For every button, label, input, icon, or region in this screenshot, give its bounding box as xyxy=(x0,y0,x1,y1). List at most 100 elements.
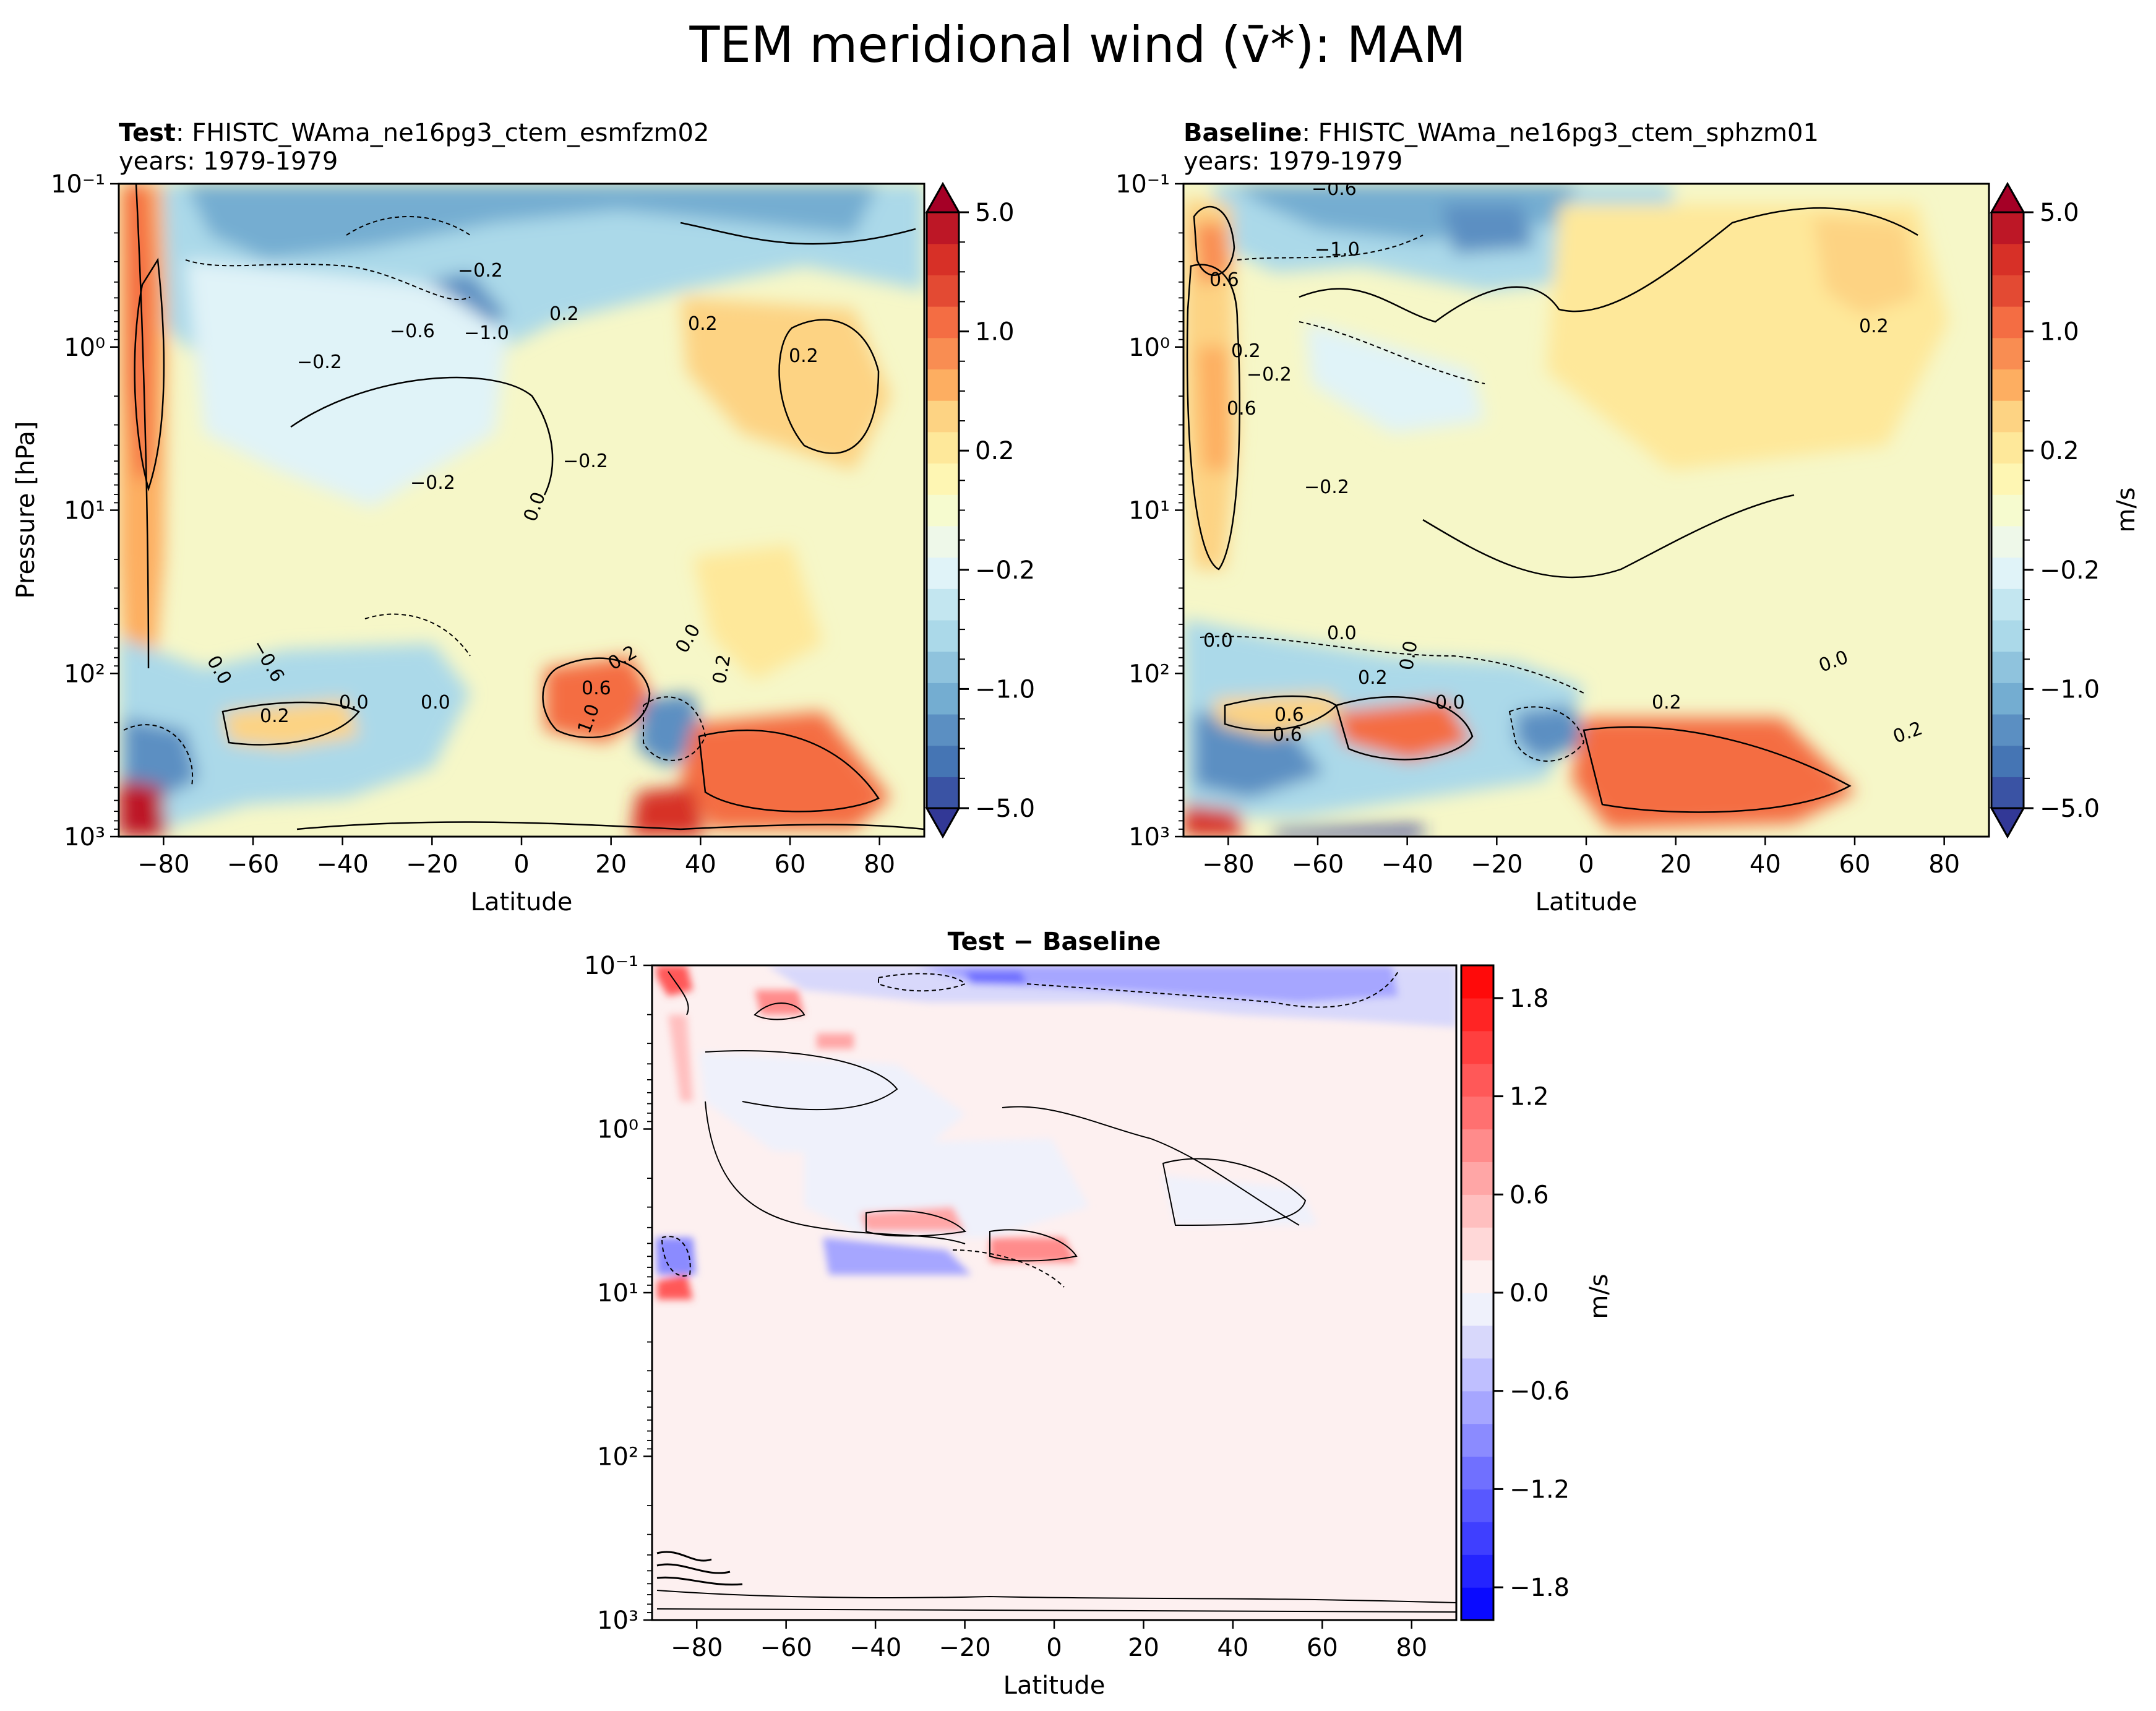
baseline-contour-label: 0.6 xyxy=(1209,269,1239,291)
diff-contour-line xyxy=(754,1002,805,1020)
test-region-sh-core xyxy=(124,184,155,483)
test-colorbar-segment xyxy=(927,651,959,683)
baseline-colorbar-tick-label: 0.2 xyxy=(2040,437,2079,465)
difference-x-tick-label: 0 xyxy=(1046,1634,1062,1662)
test-colorbar-segment xyxy=(927,275,959,307)
diff-contour-line xyxy=(656,1563,731,1574)
baseline-colorbar-segment xyxy=(1991,431,2024,464)
test-contour-label: −0.2 xyxy=(410,472,455,494)
test-region-nh-surface-red xyxy=(631,786,705,837)
test-colorbar-tick-label: −5.0 xyxy=(975,795,1035,823)
test-contour-line xyxy=(135,184,150,669)
baseline-contour-label: 0.6 xyxy=(1274,704,1304,726)
test-colorbar-tick-label: 1.0 xyxy=(975,318,1015,347)
test-contour-line xyxy=(698,729,880,812)
baseline-x-axis-label: Latitude xyxy=(1535,888,1638,916)
baseline-contour-label: −0.6 xyxy=(1312,178,1357,200)
test-contour-line-negative xyxy=(643,696,706,761)
test-contour-label: 0.2 xyxy=(789,345,818,367)
test-x-tick-label: 40 xyxy=(685,850,716,879)
diff-contour-line-negative xyxy=(1026,971,1399,1008)
difference-colorbar-tick-label: −1.8 xyxy=(1510,1574,1570,1602)
test-colorbar-segment xyxy=(927,557,959,589)
test-region-sh-warm-lobe xyxy=(223,699,359,749)
baseline-colorbar-segment xyxy=(1991,337,2024,370)
test-colorbar-tick-label: −1.0 xyxy=(975,675,1035,704)
difference-colorbar-segment xyxy=(1461,1293,1493,1326)
test-contour-line-negative xyxy=(346,216,471,236)
test-region-nh-lower-red xyxy=(681,712,891,829)
baseline-contour-label: 0.6 xyxy=(1273,724,1302,746)
test-contour-line-negative xyxy=(364,613,471,657)
panel-test-title-label: Test xyxy=(119,119,176,147)
difference-colorbar-segment xyxy=(1461,1063,1493,1097)
baseline-colorbar-segment xyxy=(1991,212,2024,244)
diff-region-sh-column-red xyxy=(668,1015,693,1101)
baseline-contour-label: −0.2 xyxy=(1247,364,1292,386)
test-contour-line xyxy=(778,319,880,454)
difference-y-tick-label: 10⁻¹ xyxy=(584,952,638,980)
test-colorbar-segment xyxy=(927,683,959,715)
test-colorbar-segment xyxy=(927,400,959,433)
baseline-contour-line-negative xyxy=(1299,321,1485,384)
test-y-tick-label: 10³ xyxy=(64,823,105,851)
baseline-x-tick-label: −40 xyxy=(1381,850,1433,879)
baseline-x-tick-label: 0 xyxy=(1578,850,1594,879)
difference-x-axis: −80 −60 −40 −20 0 20 40 60 80 xyxy=(671,1620,1427,1662)
difference-colorbar-segment xyxy=(1461,1260,1493,1293)
test-colorbar-segment xyxy=(927,463,959,495)
baseline-colorbar-tick-label: 1.0 xyxy=(2040,318,2079,347)
difference-colorbar-segment xyxy=(1461,1423,1493,1457)
test-colorbar-segment xyxy=(927,777,959,809)
baseline-y-tick-label: 10² xyxy=(1128,660,1170,688)
difference-y-tick-label: 10¹ xyxy=(597,1279,638,1308)
difference-colorbar-segment xyxy=(1461,965,1493,999)
baseline-colorbar-segment xyxy=(1991,463,2024,495)
test-x-tick-label: 60 xyxy=(775,850,806,879)
baseline-contour-line xyxy=(1193,206,1235,276)
diff-contour-dashed xyxy=(661,971,1399,1288)
panel-test-title: Test: FHISTC_WAma_ne16pg3_ctem_esmfzm02 xyxy=(119,119,709,147)
test-contour-line xyxy=(134,257,165,492)
test-y-axis: 10⁻¹ 10⁰ 10¹ 10² 10³ xyxy=(51,170,119,851)
baseline-region-sh-warm-lobe xyxy=(1213,693,1349,736)
test-y-axis-label: Pressure [hPa] xyxy=(12,421,40,599)
baseline-colorbar-tick-label: −0.2 xyxy=(2040,556,2100,585)
baseline-colorbar-tick-label: 5.0 xyxy=(2040,199,2079,227)
test-contour-line xyxy=(296,821,924,830)
baseline-colorbar-tick-label: −5.0 xyxy=(2040,795,2100,823)
baseline-y-tick-label: 10³ xyxy=(1128,823,1170,851)
baseline-contour-label: 0.2 xyxy=(1358,667,1388,689)
difference-x-tick-label: −60 xyxy=(760,1634,812,1662)
diff-contour-line-negative xyxy=(952,1249,1065,1288)
baseline-region-surface-blue xyxy=(1274,826,1423,837)
diff-region-sh-surface-red xyxy=(657,1275,693,1299)
diff-region-mid-blue xyxy=(699,1052,965,1157)
difference-x-tick-label: 40 xyxy=(1217,1634,1248,1662)
test-colorbar-tick-label: 5.0 xyxy=(975,199,1015,227)
panel-difference: Test − Baseline xyxy=(584,928,1613,1700)
test-colorbar-segment xyxy=(927,494,959,527)
baseline-contour-line xyxy=(1583,726,1852,813)
diff-region-lower-red xyxy=(860,1207,965,1231)
diff-contour-line xyxy=(668,971,689,1015)
panel-baseline-title-case: : FHISTC_WAma_ne16pg3_ctem_sphzm01 xyxy=(1302,119,1818,147)
difference-colorbar-tick-label: −0.6 xyxy=(1510,1377,1570,1406)
test-contour-line-negative xyxy=(123,724,194,787)
baseline-contour-label: 0.0 xyxy=(1435,692,1465,713)
test-colorbar-extend-max xyxy=(925,181,961,213)
test-contour-label: −0.2 xyxy=(458,260,503,282)
difference-colorbar-segment xyxy=(1461,1390,1493,1424)
baseline-region-sh-surface-red xyxy=(1183,804,1243,837)
difference-colorbar-segment xyxy=(1461,1096,1493,1130)
baseline-colorbar-segment xyxy=(1991,275,2024,307)
panel-baseline: Baseline: FHISTC_WAma_ne16pg3_ctem_sphzm… xyxy=(1115,119,2141,916)
diff-contour-line xyxy=(656,1590,1456,1603)
baseline-x-tick-label: −60 xyxy=(1292,850,1344,879)
panel-difference-field xyxy=(652,965,1456,1620)
difference-colorbar-segment xyxy=(1461,1456,1493,1489)
difference-colorbar-tick-label: 1.2 xyxy=(1510,1083,1549,1111)
baseline-colorbar-segment xyxy=(1991,494,2024,527)
difference-colorbar-segment xyxy=(1461,1227,1493,1261)
test-colorbar-segment xyxy=(927,525,959,558)
